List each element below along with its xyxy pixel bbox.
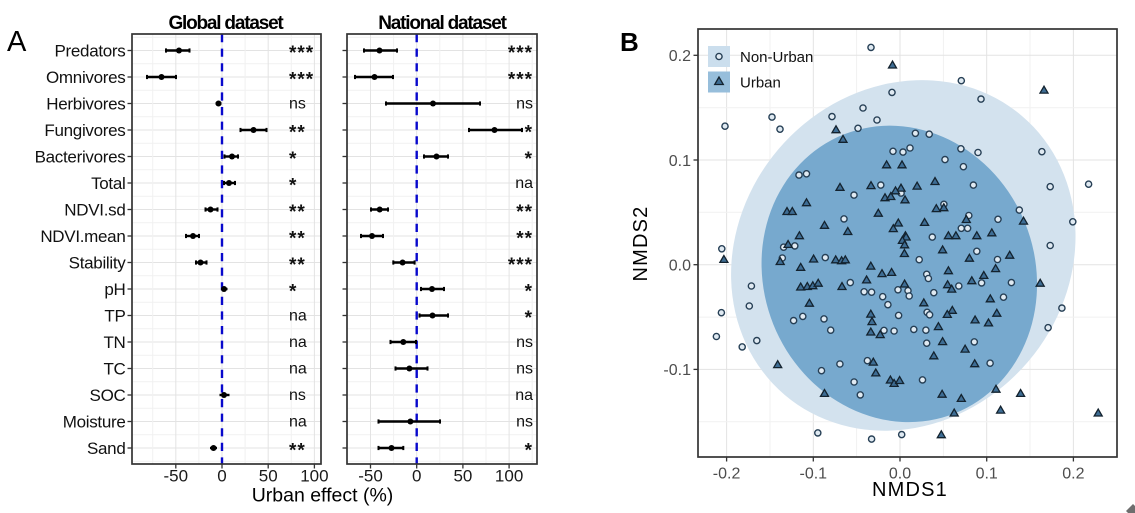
svg-text:na: na xyxy=(289,308,307,325)
svg-text:na: na xyxy=(515,387,533,404)
svg-text:0: 0 xyxy=(412,467,421,486)
svg-text:ns: ns xyxy=(516,334,533,351)
svg-text:Predators: Predators xyxy=(54,42,125,61)
svg-text:TC: TC xyxy=(103,360,125,379)
svg-text:***: *** xyxy=(508,70,533,91)
svg-text:*: * xyxy=(289,149,297,170)
svg-text:-0.2: -0.2 xyxy=(713,466,741,483)
svg-text:*: * xyxy=(289,176,297,197)
svg-text:ns: ns xyxy=(289,387,306,404)
svg-text:*: * xyxy=(525,308,533,329)
svg-text:*: * xyxy=(525,282,533,303)
svg-text:**: ** xyxy=(516,229,533,250)
svg-text:Global dataset: Global dataset xyxy=(168,13,284,34)
svg-text:**: ** xyxy=(289,202,306,223)
svg-text:*: * xyxy=(525,149,533,170)
svg-text:ns: ns xyxy=(516,414,533,431)
svg-text:***: *** xyxy=(508,255,533,276)
svg-text:0.1: 0.1 xyxy=(669,153,691,170)
svg-text:Stability: Stability xyxy=(69,254,127,273)
svg-text:Sand: Sand xyxy=(87,439,126,458)
svg-text:NMDS2: NMDS2 xyxy=(630,205,652,281)
svg-text:***: *** xyxy=(289,70,314,91)
svg-text:**: ** xyxy=(289,229,306,250)
svg-text:**: ** xyxy=(516,202,533,223)
svg-text:50: 50 xyxy=(259,467,278,486)
svg-text:ns: ns xyxy=(516,361,533,378)
svg-text:Total: Total xyxy=(91,174,125,193)
svg-text:0: 0 xyxy=(217,467,226,486)
svg-text:100: 100 xyxy=(300,467,328,486)
svg-text:Omnivores: Omnivores xyxy=(46,68,126,87)
svg-text:0.2: 0.2 xyxy=(1062,466,1084,483)
svg-text:na: na xyxy=(289,414,307,431)
svg-text:**: ** xyxy=(289,441,306,462)
svg-text:Bacterivores: Bacterivores xyxy=(35,148,126,167)
svg-text:TP: TP xyxy=(104,307,125,326)
svg-text:**: ** xyxy=(289,255,306,276)
svg-text:100: 100 xyxy=(495,467,523,486)
svg-text:B: B xyxy=(620,27,639,57)
svg-text:0.0: 0.0 xyxy=(669,258,691,275)
svg-text:-50: -50 xyxy=(358,467,383,486)
svg-text:Moisture: Moisture xyxy=(63,413,126,432)
svg-text:ns: ns xyxy=(289,96,306,113)
svg-text:ns: ns xyxy=(516,96,533,113)
svg-text:-0.1: -0.1 xyxy=(800,466,828,483)
svg-text:***: *** xyxy=(508,43,533,64)
svg-text:**: ** xyxy=(289,123,306,144)
svg-text:Urban effect (%): Urban effect (%) xyxy=(252,485,394,507)
svg-text:TN: TN xyxy=(103,333,125,352)
svg-text:A: A xyxy=(7,26,27,58)
svg-text:na: na xyxy=(515,175,533,192)
svg-text:Urban: Urban xyxy=(740,75,781,92)
svg-text:-50: -50 xyxy=(164,467,189,486)
svg-text:*: * xyxy=(525,123,533,144)
svg-text:Fungivores: Fungivores xyxy=(44,121,125,140)
svg-text:50: 50 xyxy=(453,467,472,486)
svg-text:NDVI.mean: NDVI.mean xyxy=(40,227,125,246)
svg-text:pH: pH xyxy=(104,280,125,299)
svg-text:NDVI.sd: NDVI.sd xyxy=(64,201,125,220)
svg-text:Non-Urban: Non-Urban xyxy=(740,49,813,66)
svg-text:0.1: 0.1 xyxy=(976,466,998,483)
svg-text:National dataset: National dataset xyxy=(378,13,507,34)
svg-text:0.2: 0.2 xyxy=(669,48,691,65)
svg-text:***: *** xyxy=(289,43,314,64)
svg-text:*: * xyxy=(525,441,533,462)
svg-text:Herbivores: Herbivores xyxy=(46,95,125,114)
svg-text:na: na xyxy=(289,361,307,378)
svg-text:SOC: SOC xyxy=(90,386,126,405)
svg-text:*: * xyxy=(289,282,297,303)
svg-text:-0.1: -0.1 xyxy=(663,362,691,379)
svg-text:0.0: 0.0 xyxy=(889,466,911,483)
svg-text:NMDS1: NMDS1 xyxy=(872,479,948,501)
svg-text:na: na xyxy=(289,334,307,351)
